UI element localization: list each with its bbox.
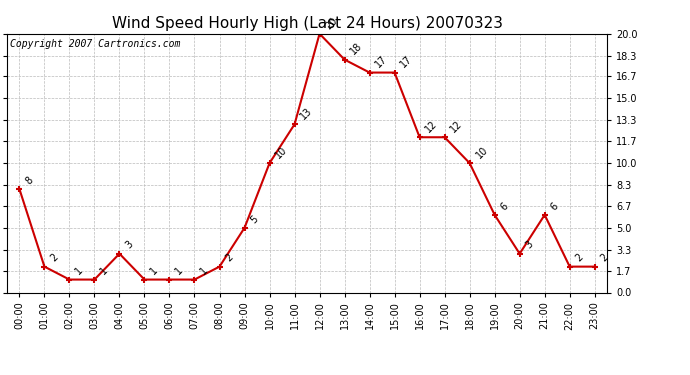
Text: 17: 17 [399, 54, 415, 70]
Text: 18: 18 [348, 41, 364, 57]
Text: 1: 1 [99, 266, 110, 277]
Text: 8: 8 [23, 175, 35, 186]
Text: 6: 6 [549, 201, 560, 212]
Text: 1: 1 [74, 266, 85, 277]
Text: 1: 1 [148, 266, 160, 277]
Text: 20: 20 [324, 15, 339, 31]
Title: Wind Speed Hourly High (Last 24 Hours) 20070323: Wind Speed Hourly High (Last 24 Hours) 2… [112, 16, 502, 31]
Text: 12: 12 [448, 118, 464, 135]
Text: 10: 10 [274, 145, 289, 160]
Text: 5: 5 [248, 213, 260, 225]
Text: Copyright 2007 Cartronics.com: Copyright 2007 Cartronics.com [10, 39, 180, 49]
Text: 3: 3 [524, 240, 535, 251]
Text: 6: 6 [499, 201, 510, 212]
Text: 1: 1 [199, 266, 210, 277]
Text: 10: 10 [474, 145, 489, 160]
Text: 12: 12 [424, 118, 440, 135]
Text: 17: 17 [374, 54, 390, 70]
Text: 2: 2 [599, 252, 611, 264]
Text: 2: 2 [224, 252, 235, 264]
Text: 2: 2 [48, 252, 60, 264]
Text: 13: 13 [299, 106, 315, 122]
Text: 2: 2 [574, 252, 585, 264]
Text: 3: 3 [124, 240, 135, 251]
Text: 1: 1 [174, 266, 185, 277]
